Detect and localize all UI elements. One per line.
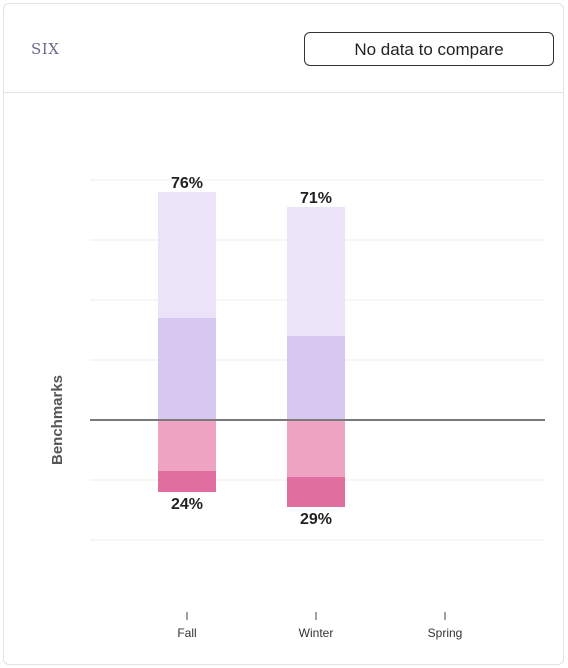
data-labels: 76% 24% 71% 29%	[171, 175, 332, 528]
bars	[158, 192, 345, 507]
x-tick-label-fall: Fall	[177, 626, 196, 640]
x-tick-label-winter: Winter	[299, 626, 334, 640]
total-label-above-fall: 76%	[171, 175, 203, 192]
x-axis: Fall Winter Spring	[177, 612, 462, 640]
bar-segment-winter-above-2	[287, 336, 345, 420]
total-label-below-winter: 29%	[300, 511, 332, 528]
x-tick-label-spring: Spring	[428, 626, 463, 640]
bar-segment-winter-above-3	[287, 207, 345, 336]
card-title: SIX	[31, 40, 60, 58]
bar-segment-winter-below-0	[287, 477, 345, 507]
compare-button[interactable]: No data to compare	[304, 32, 554, 66]
total-label-below-fall: 24%	[171, 496, 203, 513]
bar-segment-fall-below-0	[158, 471, 216, 492]
bar-segment-fall-above-2	[158, 318, 216, 420]
chart-card: SIX No data to compare	[3, 3, 564, 665]
y-axis-label: Benchmarks	[49, 375, 66, 465]
card-header: SIX No data to compare	[4, 4, 563, 93]
bar-segment-fall-below-1	[158, 420, 216, 471]
bar-segment-winter-below-1	[287, 420, 345, 477]
total-label-above-winter: 71%	[300, 190, 332, 207]
bar-segment-fall-above-3	[158, 192, 216, 318]
